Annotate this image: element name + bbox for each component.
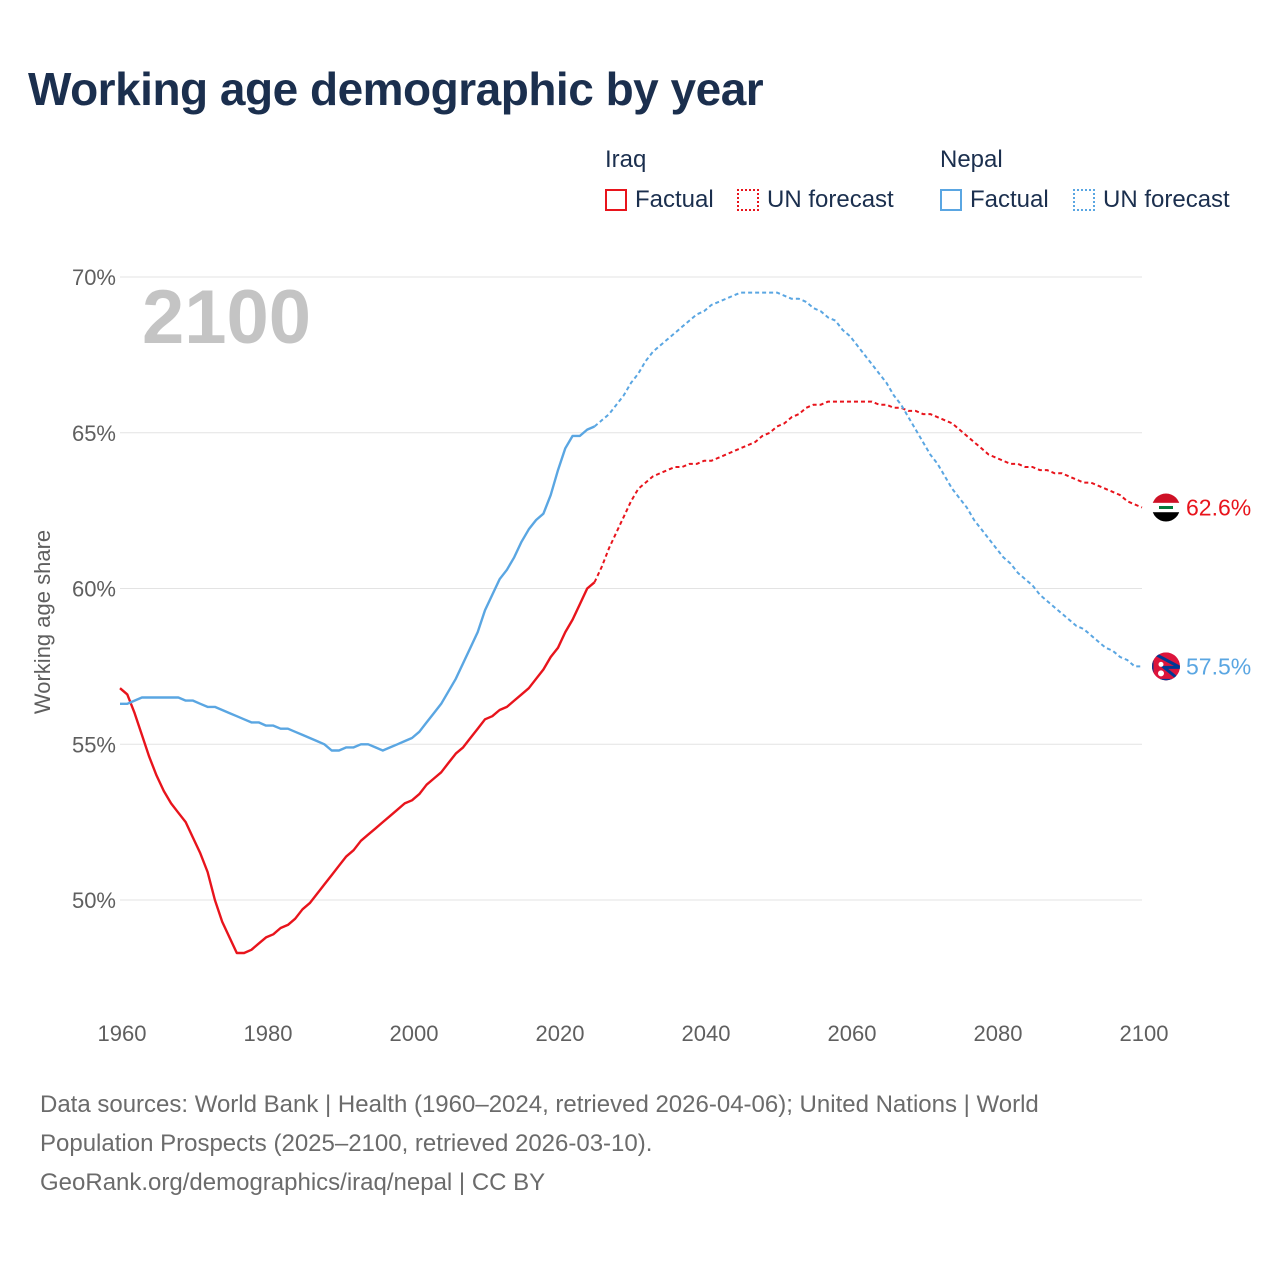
legend-iraq-forecast[interactable]: UN forecast [737, 186, 894, 214]
legend-nepal-factual-label: Factual [970, 186, 1049, 213]
legend-iraq-factual-swatch [605, 189, 627, 211]
x-tick-label: 1980 [244, 1021, 293, 1046]
y-tick-label: 65% [72, 421, 116, 446]
x-tick-label: 2040 [682, 1021, 731, 1046]
nepal-factual-line[interactable] [120, 425, 595, 752]
year-overlay-label: 2100 [142, 275, 311, 360]
legend-iraq-factual-label: Factual [635, 186, 714, 213]
x-tick-label: 2080 [974, 1021, 1023, 1046]
nepal-flag-icon [1152, 652, 1180, 681]
line-chart: 50% 55% 60% 65% 70% 1960 1980 2000 2020 2040 2060… [30, 265, 1251, 1046]
iraq-end-label: 62.6% [1186, 495, 1251, 521]
x-tick-label: 2020 [536, 1021, 585, 1046]
iraq-flag-icon [1152, 493, 1180, 522]
sources-link[interactable]: GeoRank.org/demographics/iraq/nepal | CC… [40, 1169, 546, 1196]
legend-iraq-factual[interactable]: Factual [605, 186, 714, 214]
y-tick-label: 60% [72, 577, 116, 602]
legend-group-nepal: Nepal [940, 146, 1003, 173]
chart-title: Working age demographic by year [28, 63, 764, 115]
legend-nepal-factual-swatch [940, 189, 962, 211]
y-axis-ticks: 50% 55% 60% 65% 70% [72, 265, 116, 913]
data-sources: Data sources: World Bank | Health (1960–… [40, 1085, 1240, 1202]
legend-iraq-forecast-label: UN forecast [767, 186, 894, 213]
legend-nepal-forecast-swatch [1073, 189, 1095, 211]
legend-nepal-forecast[interactable]: UN forecast [1073, 186, 1230, 214]
x-tick-label: 2000 [390, 1021, 439, 1046]
sources-line-1: Data sources: World Bank | Health (1960–… [40, 1091, 1039, 1118]
x-tick-label: 2060 [828, 1021, 877, 1046]
grid-lines [120, 276, 1142, 901]
iraq-forecast-line[interactable] [593, 400, 1143, 583]
legend-iraq-forecast-swatch [737, 189, 759, 211]
y-tick-label: 50% [72, 888, 116, 913]
y-tick-label: 70% [72, 265, 116, 290]
x-tick-label: 2100 [1120, 1021, 1169, 1046]
nepal-end-label: 57.5% [1186, 653, 1251, 679]
nepal-forecast-line[interactable] [593, 291, 1143, 668]
series-lines [119, 291, 1143, 955]
iraq-factual-line[interactable] [119, 581, 596, 955]
legend-nepal-forecast-label: UN forecast [1103, 186, 1230, 213]
y-axis-title: Working age share [30, 530, 55, 714]
sources-line-2: Population Prospects (2025–2100, retriev… [40, 1130, 653, 1157]
legend-nepal-factual[interactable]: Factual [940, 186, 1049, 214]
x-tick-label: 1960 [98, 1021, 147, 1046]
legend-group-iraq: Iraq [605, 146, 647, 173]
y-tick-label: 55% [72, 732, 116, 757]
x-axis-ticks: 1960 1980 2000 2020 2040 2060 2080 2100 [98, 1021, 1169, 1046]
